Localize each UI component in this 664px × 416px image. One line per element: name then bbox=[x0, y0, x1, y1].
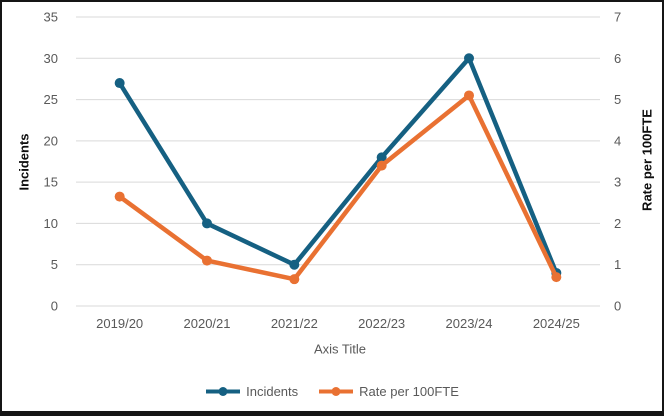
right-axis-tick-label: 3 bbox=[614, 175, 621, 190]
x-axis-tick-label: 2021/22 bbox=[271, 316, 318, 331]
data-point-incidents bbox=[114, 78, 125, 89]
data-point-incidents bbox=[289, 259, 300, 270]
left-axis-tick-label: 5 bbox=[51, 257, 58, 272]
x-axis-tick-label: 2020/21 bbox=[184, 316, 231, 331]
data-point-incidents bbox=[202, 218, 212, 229]
left-axis-tick-label: 30 bbox=[44, 51, 58, 66]
data-point-rate-per-100fte bbox=[202, 255, 212, 266]
data-point-incidents bbox=[376, 152, 387, 163]
left-axis-tick-label: 25 bbox=[44, 92, 58, 107]
data-point-rate-per-100fte bbox=[376, 160, 387, 171]
legend-label-rate: Rate per 100FTE bbox=[359, 384, 459, 399]
right-axis-tick-label: 4 bbox=[614, 133, 621, 148]
right-axis-tick-label: 0 bbox=[614, 299, 621, 314]
left-axis-title: Incidents bbox=[16, 133, 32, 191]
data-point-rate-per-100fte bbox=[464, 90, 474, 101]
series-line-incidents bbox=[117, 56, 559, 276]
data-point-rate-per-100fte bbox=[114, 191, 125, 202]
plot-area: 0 5 10 15 20 25 30 35 0 1 2 3 4 5 6 7 2019/20 2020/21 2021… bbox=[44, 10, 622, 332]
legend-marker-rate-icon bbox=[319, 387, 354, 396]
x-axis-tick-label: 2022/23 bbox=[358, 316, 405, 331]
right-axis-tick-label: 1 bbox=[614, 257, 621, 272]
left-axis-tick-label: 20 bbox=[44, 133, 58, 148]
x-axis-tick-label: 2023/24 bbox=[446, 316, 493, 331]
right-axis-tick-label: 2 bbox=[614, 216, 621, 231]
series-line-rate-per-100fte bbox=[117, 93, 559, 282]
left-axis-tick-label: 15 bbox=[44, 175, 58, 190]
data-point-incidents bbox=[464, 53, 474, 64]
right-axis-tick-label: 5 bbox=[614, 92, 621, 107]
right-axis-tick-label: 7 bbox=[614, 10, 621, 25]
data-point-rate-per-100fte bbox=[289, 274, 300, 285]
x-axis-tick-label: 2024/25 bbox=[533, 316, 580, 331]
left-axis-tick-label: 0 bbox=[51, 299, 58, 314]
left-axis-tick-label: 35 bbox=[44, 10, 58, 25]
right-axis-tick-label: 6 bbox=[614, 51, 621, 66]
legend-label-incidents: Incidents bbox=[246, 384, 299, 399]
right-axis-title: Rate per 100FTE bbox=[639, 109, 655, 211]
legend-item-incidents: Incidents bbox=[205, 384, 298, 399]
x-axis-tick-label: 2019/20 bbox=[96, 316, 143, 331]
legend-item-rate: Rate per 100FTE bbox=[318, 384, 459, 399]
data-point-rate-per-100fte bbox=[551, 272, 562, 283]
left-axis-tick-label: 10 bbox=[44, 216, 58, 231]
x-axis-title: Axis Title bbox=[313, 341, 367, 357]
legend: Incidents Rate per 100FTE bbox=[2, 384, 662, 399]
legend-marker-incidents-icon bbox=[206, 387, 241, 396]
